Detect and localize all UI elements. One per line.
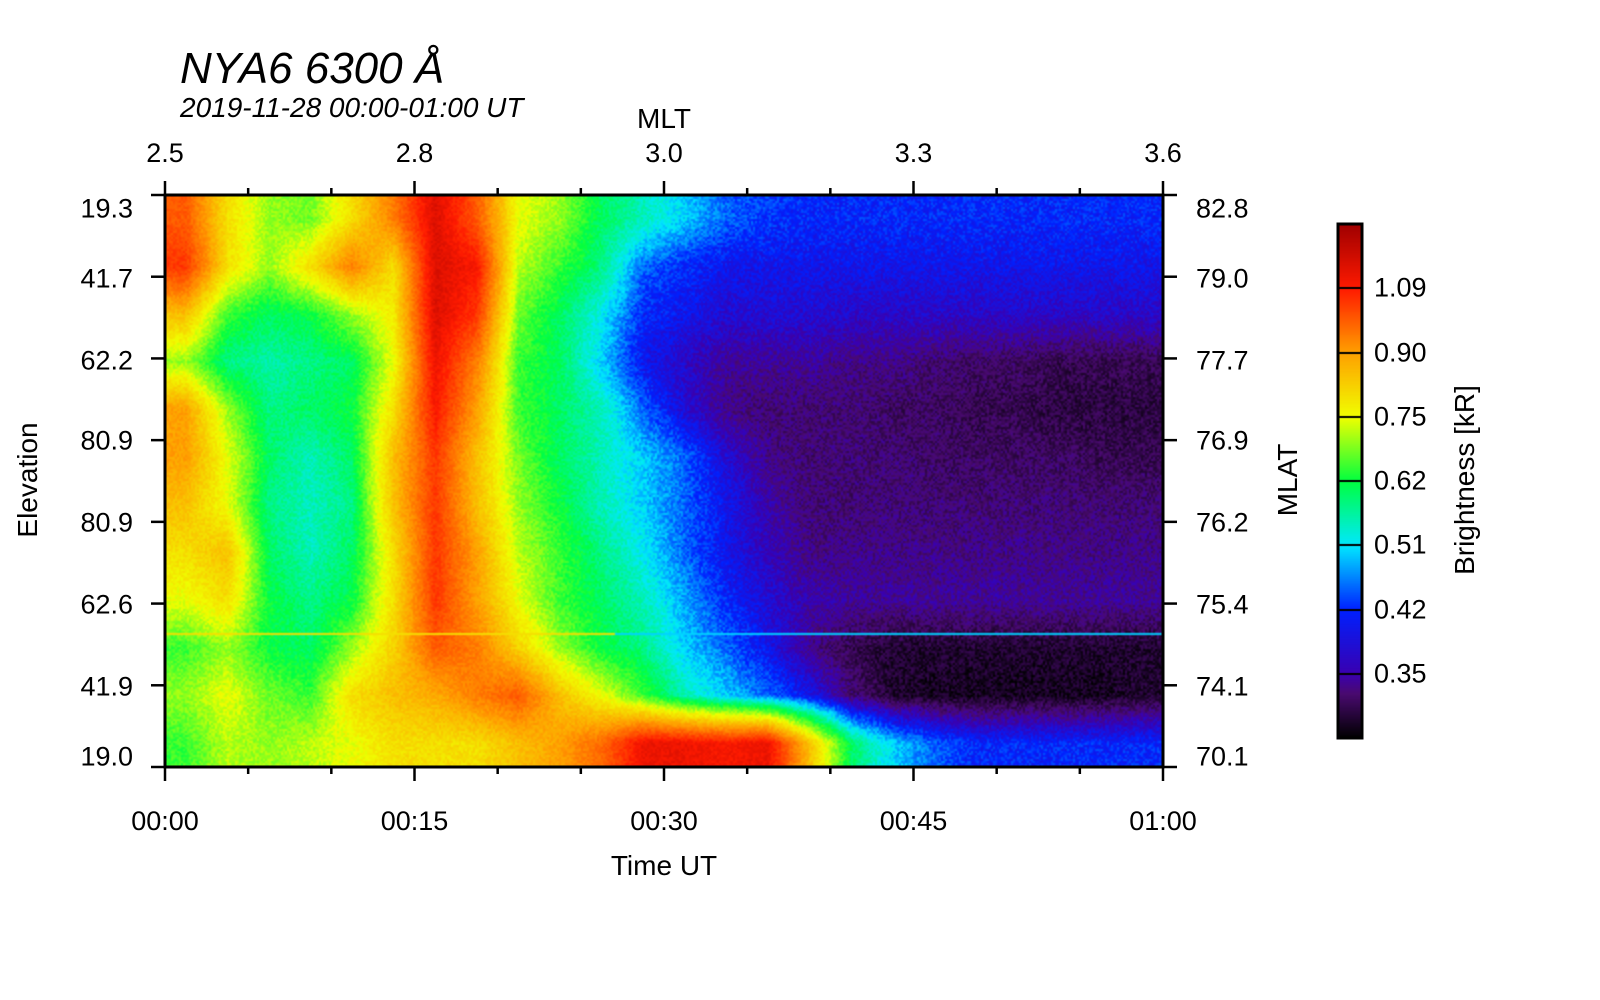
top-tick-label: 3.6	[1144, 138, 1182, 168]
y-tick-label: 41.7	[80, 263, 133, 294]
x-tick-label: 00:45	[879, 806, 948, 836]
right-tick-label: 74.1	[1196, 671, 1249, 702]
y-tick-label: 19.3	[80, 193, 133, 224]
x-tick-label: 00:00	[131, 806, 199, 836]
y-tick-label: 80.9	[80, 425, 133, 456]
right-tick-label: 70.1	[1196, 741, 1249, 772]
y-tick-label: 80.9	[80, 507, 133, 538]
chart-title: NYA6 6300 Å	[180, 44, 445, 93]
right-tick-label: 76.2	[1196, 507, 1249, 538]
keogram-heatmap	[165, 195, 1163, 767]
right-tick-label: 82.8	[1196, 193, 1249, 224]
colorbar-tick-label: 0.62	[1374, 465, 1427, 496]
top-axis-label: MLT	[637, 103, 691, 134]
colorbar-tick-label: 0.35	[1374, 658, 1427, 689]
top-tick-label: 2.8	[395, 138, 434, 168]
y-tick-label: 41.9	[80, 671, 133, 702]
colorbar	[1338, 224, 1362, 738]
colorbar-tick-label: 0.51	[1374, 529, 1427, 560]
colorbar-tick-label: 1.09	[1374, 272, 1427, 303]
colorbar-tick-label: 0.42	[1374, 594, 1427, 624]
chart-subtitle: 2019-11-28 00:00-01:00 UT	[180, 92, 524, 123]
right-tick-label: 75.4	[1196, 589, 1249, 620]
right-tick-label: 77.7	[1196, 345, 1249, 376]
plot-frame	[163, 193, 1165, 769]
x-tick-label: 00:15	[380, 806, 449, 836]
y-tick-label: 62.6	[80, 589, 133, 620]
colorbar-tick-label: 0.90	[1374, 337, 1427, 367]
colorbar-tick-label: 0.75	[1374, 401, 1427, 432]
colorbar-frame	[1336, 222, 1364, 740]
top-tick-label: 2.5	[146, 138, 184, 168]
right-tick-label: 76.9	[1196, 425, 1249, 456]
right-tick-label: 79.0	[1196, 263, 1249, 294]
top-tick-label: 3.0	[645, 138, 683, 168]
x-tick-label: 00:30	[630, 806, 698, 836]
y-tick-label: 19.0	[80, 741, 133, 772]
top-tick-label: 3.3	[894, 138, 933, 168]
y-tick-label: 62.2	[80, 345, 133, 376]
x-axis-label: Time UT	[610, 850, 718, 881]
x-tick-label: 01:00	[1129, 806, 1197, 836]
